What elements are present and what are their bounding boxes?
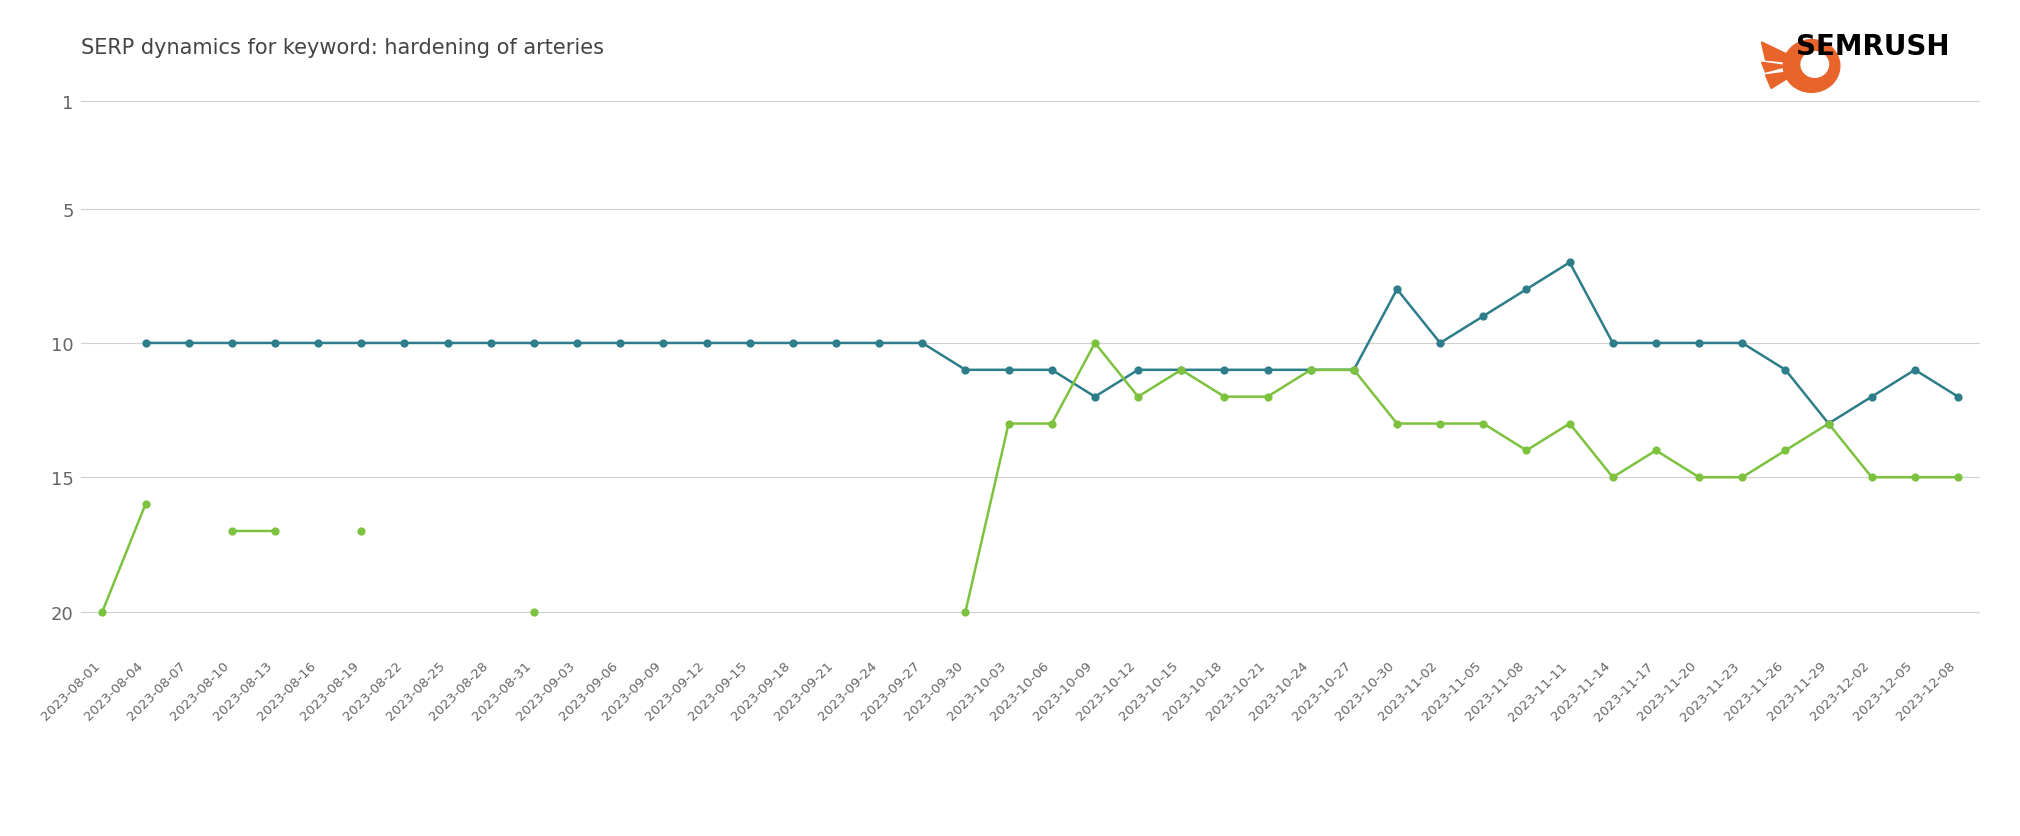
Polygon shape	[1761, 43, 1790, 64]
Point	[303, 337, 335, 350]
Point	[1511, 444, 1543, 457]
Point	[1252, 390, 1285, 404]
Point	[517, 337, 549, 350]
Point	[345, 337, 378, 350]
Point	[1036, 364, 1069, 377]
Point	[1941, 471, 1974, 484]
Point	[776, 337, 808, 350]
Point	[517, 605, 549, 619]
Point	[1640, 337, 1673, 350]
Point	[259, 525, 291, 538]
Point	[1899, 364, 1931, 377]
Point	[1208, 390, 1240, 404]
Point	[562, 337, 594, 350]
Point	[345, 525, 378, 538]
Point	[1511, 283, 1543, 297]
Point	[475, 337, 507, 350]
Point	[1295, 364, 1327, 377]
Point	[820, 337, 852, 350]
Point	[1683, 337, 1715, 350]
Text: SERP dynamics for keyword: hardening of arteries: SERP dynamics for keyword: hardening of …	[81, 38, 604, 59]
Point	[1424, 337, 1456, 350]
Point	[1467, 310, 1499, 324]
Point	[1382, 283, 1414, 297]
Point	[1812, 417, 1844, 431]
Point	[733, 337, 766, 350]
Point	[949, 605, 982, 619]
Point	[1856, 471, 1889, 484]
Point	[1596, 337, 1628, 350]
Text: SEMRUSH: SEMRUSH	[1796, 33, 1949, 61]
Point	[646, 337, 679, 350]
Point	[1899, 471, 1931, 484]
Circle shape	[1802, 53, 1828, 79]
Point	[1337, 364, 1370, 377]
Point	[388, 337, 420, 350]
Point	[172, 337, 204, 350]
Point	[1036, 417, 1069, 431]
Polygon shape	[1765, 73, 1788, 89]
Point	[432, 337, 465, 350]
Point	[1252, 364, 1285, 377]
Point	[1683, 471, 1715, 484]
Point	[1725, 337, 1757, 350]
Point	[1856, 390, 1889, 404]
Point	[1553, 257, 1586, 270]
Point	[1382, 417, 1414, 431]
Point	[1640, 444, 1673, 457]
Point	[1770, 364, 1802, 377]
Point	[1208, 364, 1240, 377]
Point	[1166, 364, 1198, 377]
Point	[129, 497, 162, 511]
Point	[259, 337, 291, 350]
Point	[1725, 471, 1757, 484]
Point	[1337, 364, 1370, 377]
Point	[87, 605, 119, 619]
Point	[216, 337, 248, 350]
Point	[604, 337, 636, 350]
Point	[1553, 417, 1586, 431]
Point	[1079, 337, 1111, 350]
Point	[1121, 364, 1153, 377]
Point	[1467, 417, 1499, 431]
Point	[691, 337, 723, 350]
Point	[992, 364, 1024, 377]
Point	[907, 337, 939, 350]
Circle shape	[1784, 41, 1840, 94]
Point	[129, 337, 162, 350]
Point	[1770, 444, 1802, 457]
Point	[1424, 417, 1456, 431]
Point	[1079, 390, 1111, 404]
Polygon shape	[1761, 64, 1788, 73]
Point	[992, 417, 1024, 431]
Point	[216, 525, 248, 538]
Point	[1121, 390, 1153, 404]
Point	[863, 337, 895, 350]
Point	[949, 364, 982, 377]
Point	[1596, 471, 1628, 484]
Point	[1295, 364, 1327, 377]
Point	[1166, 364, 1198, 377]
Point	[1941, 390, 1974, 404]
Point	[1812, 417, 1844, 431]
